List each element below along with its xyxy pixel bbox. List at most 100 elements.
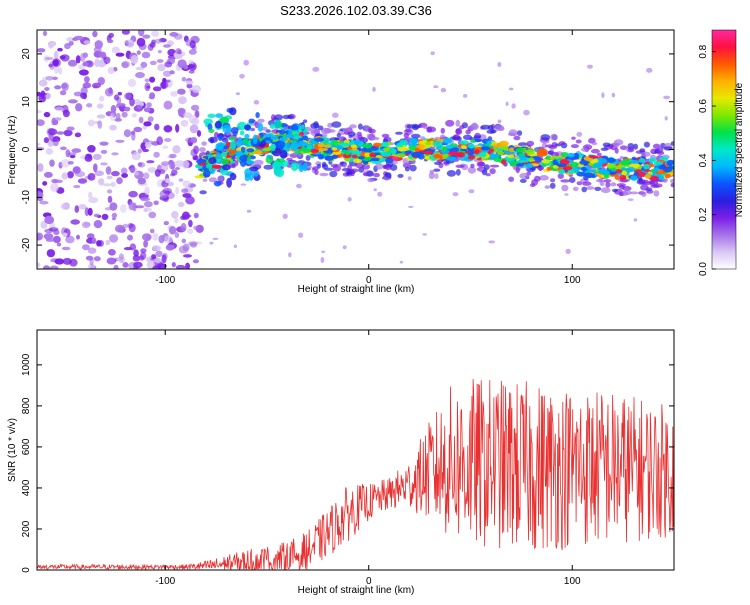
spectrogram-cell: [508, 176, 514, 182]
spectrogram-cell: [324, 167, 334, 171]
spectrogram-cell: [331, 154, 339, 159]
spectrogram-cell: [50, 182, 59, 192]
spectrogram-cell: [486, 129, 496, 134]
spectrogram-cell: [64, 43, 71, 50]
spectrogram-cell: [169, 153, 177, 159]
spectrogram-cell: [324, 144, 332, 148]
spectrogram-cell: [193, 225, 200, 231]
spectrogram-cell: [560, 152, 569, 158]
colorbar-tick-label: 0.8: [698, 44, 709, 58]
spectrogram-cell: [483, 164, 490, 170]
spectrogram-cell: [153, 151, 160, 158]
spectrogram-cell: [331, 147, 338, 151]
spectrogram-cell: [235, 92, 240, 96]
spectrogram-cell: [178, 178, 184, 182]
spectrogram-cell: [320, 257, 325, 263]
spectrogram-cell: [182, 180, 191, 188]
spectrogram-cell: [569, 161, 579, 168]
spectrogram-image: [37, 30, 674, 269]
spectrogram-cell: [203, 118, 213, 125]
spectrogram-cell: [240, 183, 247, 186]
x-tick-label: 100: [564, 275, 581, 286]
spectrogram-cell: [646, 67, 653, 73]
spectrogram-cell: [258, 143, 265, 148]
spectrogram-cell: [342, 163, 347, 169]
spectrogram-cell: [391, 156, 398, 161]
spectrogram-cell: [630, 191, 639, 195]
spectrogram-cell: [430, 51, 435, 55]
spectrogram-cell: [630, 160, 640, 164]
spectrogram-cell: [143, 107, 151, 113]
spectrogram-cell: [633, 218, 638, 222]
spectrogram-cell: [124, 40, 129, 47]
colorbar-label: Normalized spectral amplitude: [734, 82, 745, 217]
spectrogram-cell: [572, 156, 579, 160]
spectrogram-cell: [164, 138, 172, 142]
spectrogram-cell: [507, 154, 514, 159]
spectrogram-cell: [353, 158, 362, 164]
spectrogram-cell: [446, 170, 457, 177]
spectrogram-cell: [103, 56, 111, 64]
spectrogram-cell: [368, 128, 376, 134]
spectrogram-cell: [182, 193, 192, 198]
spectrogram-cell: [61, 83, 68, 89]
spectrogram-cell: [60, 146, 67, 151]
spectrogram-cell: [143, 121, 152, 127]
spectrogram-cell: [221, 138, 229, 143]
spectrogram-cell: [515, 166, 520, 174]
spectrogram-cell: [276, 158, 285, 163]
spectrogram-cell: [375, 163, 384, 170]
spectrogram-cell: [128, 201, 135, 211]
spectrogram-cell: [226, 177, 233, 188]
spectrogram-cell: [131, 113, 137, 118]
spectrogram-cell: [161, 161, 170, 166]
colorbar-axis: 0.0 0.2 0.4 0.6 0.8: [698, 44, 716, 276]
spectrogram-cell: [407, 176, 412, 181]
spectrogram-cell: [191, 104, 200, 111]
spectrogram-cell: [110, 105, 117, 114]
spectrogram-cell: [507, 132, 517, 137]
spectrogram-cell: [515, 147, 526, 153]
spectrogram-cell: [162, 187, 172, 194]
spectrogram-cell: [257, 122, 264, 132]
spectrogram-cell: [246, 209, 252, 213]
spectrogram-cell: [422, 150, 434, 155]
spectrogram-cell: [517, 130, 523, 136]
spectrogram-cell: [81, 221, 91, 229]
spectrogram-cell: [82, 244, 90, 251]
spectrogram-cell: [519, 155, 527, 161]
spectrogram-cell: [640, 184, 649, 191]
spectrogram-cell: [111, 152, 119, 156]
spectrogram-cell: [86, 233, 95, 240]
spectrogram-cell: [153, 200, 159, 206]
spectrogram-cell: [541, 159, 551, 164]
y-tick-label: 1000: [21, 353, 32, 376]
spectrogram-cell: [664, 116, 668, 121]
spectrogram-cell: [542, 142, 547, 149]
spectrogram-cell: [147, 116, 154, 122]
spectrogram-cell: [560, 179, 571, 183]
spectrogram-cell: [579, 160, 589, 165]
spectrogram-cell: [177, 107, 186, 114]
spectrogram-cell: [248, 118, 255, 124]
spectrogram-cell: [120, 204, 127, 213]
spectrogram-cell: [120, 167, 128, 175]
spectrogram-cell: [98, 51, 106, 58]
x-tick-label: 100: [564, 576, 581, 587]
spectrogram-cell: [317, 154, 325, 160]
spectrogram-cell: [395, 131, 403, 135]
spectrogram-cell: [87, 119, 95, 127]
spectrogram-cell: [155, 250, 163, 258]
spectrogram-cell: [643, 141, 651, 148]
spectrogram-cell: [161, 254, 167, 264]
spectrogram-cell: [156, 136, 163, 146]
spectrogram-cell: [611, 188, 618, 193]
spectrogram-cell: [96, 240, 102, 247]
spectrogram-cell: [86, 103, 93, 108]
spectrogram-cell: [140, 142, 147, 151]
spectrogram-cell: [199, 190, 207, 195]
spectrogram-cell: [75, 103, 83, 112]
spectrogram-cell: [121, 62, 129, 69]
spectrogram-cell: [43, 137, 50, 144]
